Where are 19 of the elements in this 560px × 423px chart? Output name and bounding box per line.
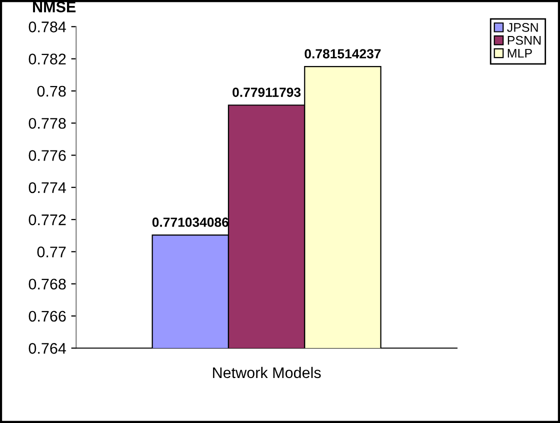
- data-label: 0.781514237: [304, 49, 381, 58]
- y-tick-label: 0.778: [28, 118, 66, 129]
- y-tick-label: 0.774: [28, 182, 66, 194]
- x-axis-title: Network Models: [213, 366, 321, 378]
- legend-label: MLP: [508, 48, 532, 58]
- y-tick-label: 0.764: [28, 342, 66, 354]
- y-axis-title: NMSE: [33, 2, 76, 12]
- y-tick-label: 0.78: [37, 86, 66, 97]
- y-tick-label: 0.772: [28, 214, 66, 226]
- y-tick-label: 0.768: [28, 278, 66, 290]
- y-tick-label: 0.766: [28, 310, 66, 322]
- legend-label: JPSN: [507, 23, 538, 32]
- legend-label: PSNN: [508, 36, 541, 45]
- y-tick-label: 0.77: [37, 246, 66, 258]
- y-tick-label: 0.784: [28, 22, 66, 32]
- y-tick-label: 0.776: [28, 150, 66, 161]
- data-label: 0.77911793: [232, 88, 301, 97]
- y-tick-label: 0.782: [28, 54, 66, 64]
- data-label: 0.771034086: [152, 218, 228, 227]
